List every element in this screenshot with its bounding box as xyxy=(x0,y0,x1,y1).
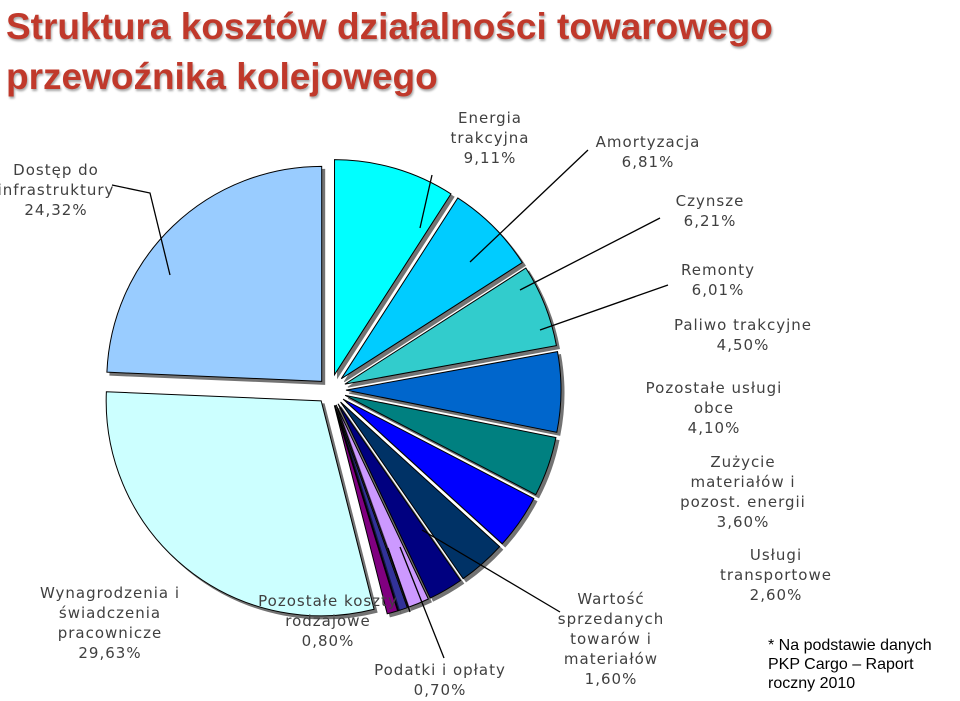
pie-slices: Energia trakcyjnaAmortyzacjaCzynszeRemon… xyxy=(105,159,562,617)
data-label-line: 4,10% xyxy=(688,419,741,437)
data-label-line: 6,81% xyxy=(622,153,675,171)
data-label-line: trakcyjna xyxy=(451,129,530,147)
data-label-line: rodzajowe xyxy=(285,612,370,630)
data-label-line: Pozostałe koszty xyxy=(258,592,398,610)
pie-slice: Pozostałe usługi obce xyxy=(342,398,535,545)
pie-slice: Pozostałe koszty rodzajowe xyxy=(333,405,399,615)
leader-line xyxy=(387,547,411,613)
data-label: Wynagrodzenia i świadczenia pracownicze 29,… xyxy=(40,584,180,662)
data-label-line: 0,80% xyxy=(302,632,355,650)
data-label: Zużycie materiałów i pozost. energii 3,60% xyxy=(680,453,806,531)
data-label: Dostęp do infrastruktury 24,32% xyxy=(0,161,114,219)
pie-slice: Energia trakcyjna xyxy=(334,159,452,377)
pie-slice: Zużycie materiałów i pozost. energii xyxy=(340,401,501,580)
data-label-line: materiałów xyxy=(564,650,658,668)
pie-slice: Usługi transportowe xyxy=(337,403,462,599)
data-label-line: towarów i xyxy=(570,630,652,648)
footnote-line-2: PKP Cargo – Raport xyxy=(768,656,914,673)
data-label-line: 24,32% xyxy=(24,201,87,219)
pie-slice: Paliwo trakcyjne xyxy=(344,394,557,496)
data-label-line: 29,63% xyxy=(78,644,141,662)
data-label: Czynsze 6,21% xyxy=(676,192,745,230)
leader-line xyxy=(469,149,589,263)
data-label-line: 9,11% xyxy=(464,149,517,167)
data-label-line: 3,60% xyxy=(717,513,770,531)
data-label-line: Czynsze xyxy=(676,192,745,210)
chart-title-line-2: przewoźnika kolejowego xyxy=(6,56,438,97)
data-label-line: 0,70% xyxy=(414,681,467,699)
data-label: Amortyzacja 6,81% xyxy=(596,133,701,171)
data-label-line: 2,60% xyxy=(750,586,803,604)
data-label: Paliwo trakcyjne 4,50% xyxy=(674,316,812,354)
pie-slice: Wynagrodzenia i świadczenia pracownicze xyxy=(105,391,375,617)
data-label-line: materiałów i xyxy=(690,473,795,491)
data-label-line: Amortyzacja xyxy=(596,133,701,151)
data-label-line: Wartość xyxy=(577,590,644,608)
data-label-line: 1,60% xyxy=(585,670,638,688)
data-label-line: 6,21% xyxy=(684,212,737,230)
data-label: Wartość sprzedanych towarów i materiałów 1,6… xyxy=(558,590,664,688)
footnote-line-3: roczny 2010 xyxy=(768,675,856,692)
data-label-line: Zużycie xyxy=(710,453,775,471)
pie-slice: Remonty xyxy=(345,351,562,433)
data-label: Pozostałe koszty rodzajowe 0,80% xyxy=(258,592,398,650)
data-label-line: świadczenia xyxy=(59,604,161,622)
data-label: Remonty 6,01% xyxy=(681,261,755,299)
pie-slice: Dostęp do infrastruktury xyxy=(106,165,323,382)
data-labels: Energia trakcyjna 9,11% Amortyzacja 6,81% Czy… xyxy=(0,109,832,699)
pie-slice: Podatki i opłaty xyxy=(334,405,408,612)
footnote-line-1: * Na podstawie danych xyxy=(768,637,932,654)
leader-line xyxy=(421,529,561,613)
data-label-line: Remonty xyxy=(681,261,755,279)
data-label-line: transportowe xyxy=(720,566,832,584)
data-label-line: 4,50% xyxy=(717,336,770,354)
data-label-line: Podatki i opłaty xyxy=(374,661,506,679)
pie-slice: Czynsze xyxy=(344,267,557,385)
data-label-line: Pozostałe usługi xyxy=(646,379,783,397)
leader-lines xyxy=(111,149,669,659)
data-label-line: pozost. energii xyxy=(680,493,806,511)
chart-title-line-1: Struktura kosztów działalności towaroweg… xyxy=(6,6,773,47)
leader-line xyxy=(419,174,433,229)
data-label-line: obce xyxy=(694,399,734,417)
data-label-line: Energia xyxy=(458,109,522,127)
pie-slice: Amortyzacja xyxy=(340,197,523,380)
data-label-line: sprzedanych xyxy=(558,610,664,628)
leader-line xyxy=(111,184,171,276)
data-label-line: Usługi xyxy=(750,546,802,564)
data-label: Pozostałe usługi obce 4,10% xyxy=(646,379,783,437)
data-label-line: Paliwo trakcyjne xyxy=(674,316,812,334)
data-label: Podatki i opłaty 0,70% xyxy=(374,661,506,699)
leader-line xyxy=(539,284,669,331)
data-label-line: pracownicze xyxy=(58,624,163,642)
data-label-line: Wynagrodzenia i xyxy=(40,584,180,602)
leader-line xyxy=(399,546,445,659)
chart-title: Struktura kosztów działalności towaroweg… xyxy=(6,2,936,102)
data-label: Energia trakcyjna 9,11% xyxy=(451,109,530,167)
leader-line xyxy=(519,217,661,291)
data-label-line: infrastruktury xyxy=(0,181,114,199)
source-footnote: * Na podstawie danych PKP Cargo – Raport… xyxy=(768,636,960,693)
data-label-line: Dostęp do xyxy=(13,161,99,179)
data-label: Usługi transportowe 2,60% xyxy=(720,546,832,604)
data-label-line: 6,01% xyxy=(692,281,745,299)
